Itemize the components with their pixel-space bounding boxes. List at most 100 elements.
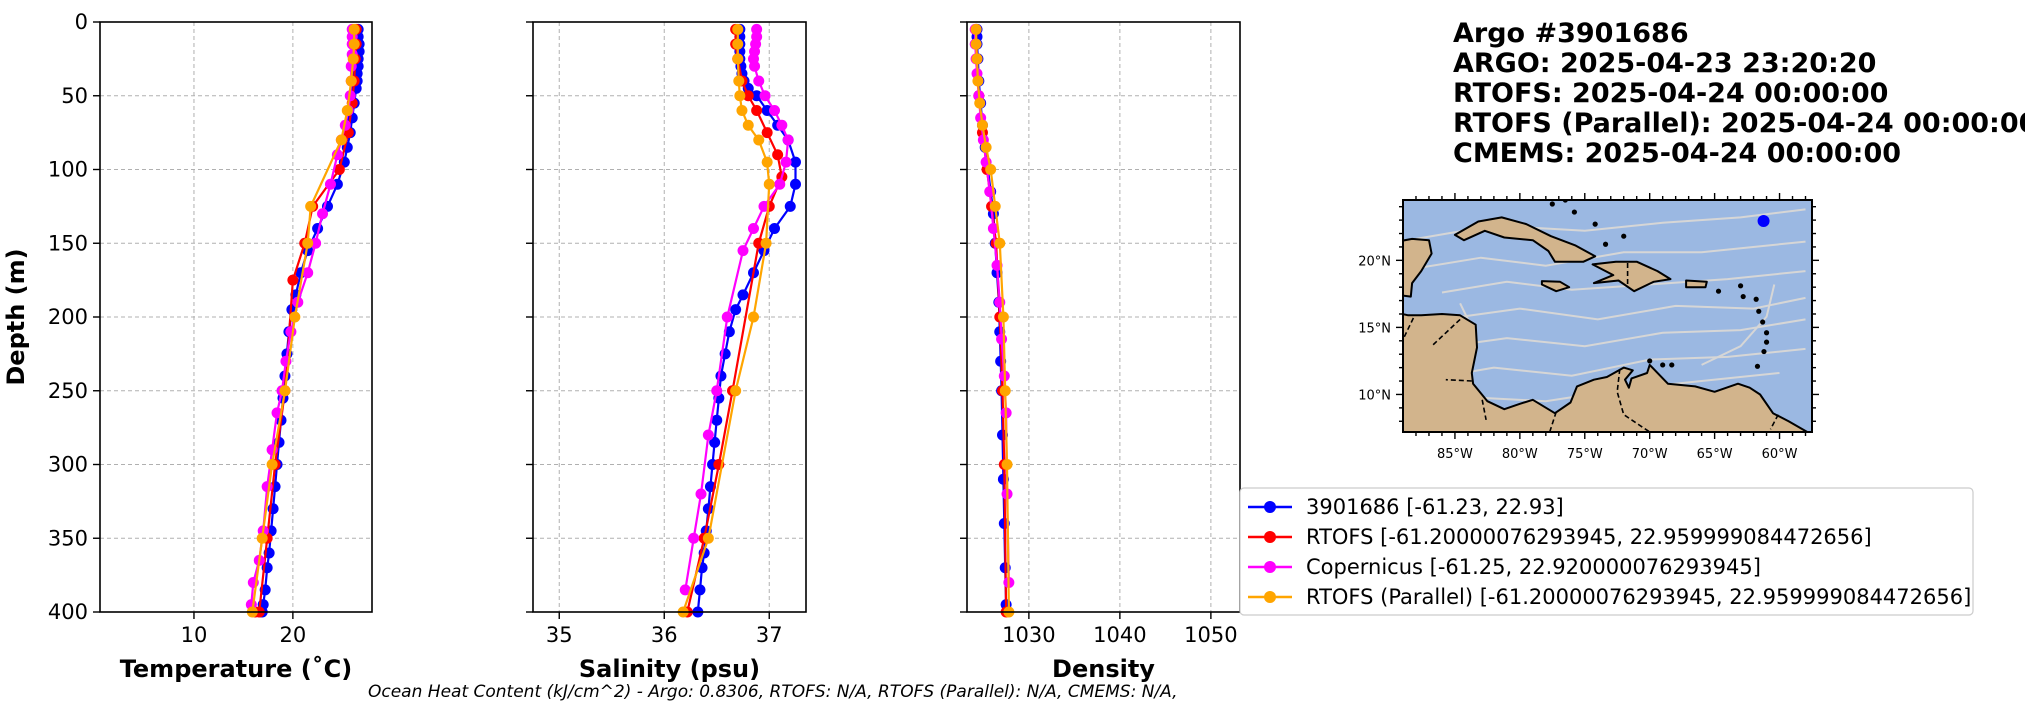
data-point: [1001, 459, 1013, 470]
data-point: [987, 223, 999, 234]
data-point: [997, 311, 1009, 323]
legend: 3901686 [-61.23, 22.93] RTOFS [-61.200000…: [1239, 487, 1974, 616]
data-point: [345, 75, 357, 87]
panel-3: 1030 1040 1050 Density: [960, 21, 1241, 683]
map-land-yucatan: [1403, 237, 1433, 298]
map-border: [1403, 317, 1415, 338]
data-point: [333, 164, 345, 175]
data-point: [302, 237, 314, 249]
map-island: [1660, 362, 1666, 368]
x-tick-label: 36: [651, 623, 678, 647]
data-point: [776, 119, 788, 131]
data-point: [730, 385, 742, 397]
y-tick-label: 50: [61, 84, 88, 108]
data-point: [702, 532, 714, 544]
map-border: [1616, 368, 1651, 432]
data-point: [976, 119, 988, 131]
x-tick-label: 35: [546, 623, 573, 647]
data-point: [347, 53, 359, 65]
legend-box: [1239, 487, 1974, 616]
header-title: Argo #3901686: [1453, 18, 1689, 49]
data-point: [751, 90, 763, 102]
data-point: [769, 105, 780, 116]
y-tick-label: 250: [48, 379, 88, 403]
map-streamline: [1441, 270, 1806, 294]
location-map: 20°N 15°N 10°N 85°W 80°W 75°W 70°W 65°W 60°W: [1358, 193, 1819, 462]
panel-1: 10 20050100150200250300350400Temperature …: [2, 10, 373, 683]
data-point: [974, 97, 986, 109]
data-point: [972, 75, 984, 87]
data-point: [261, 481, 273, 493]
map-island: [1647, 358, 1653, 364]
data-point: [985, 164, 997, 175]
x-axis-title: Salinity (psu): [579, 655, 760, 683]
map-lon-label: 75°W: [1567, 447, 1603, 462]
data-point: [748, 223, 759, 234]
map-frame: [1402, 199, 1813, 433]
map-island: [1763, 330, 1770, 336]
data-point: [748, 311, 759, 323]
data-point: [761, 156, 773, 168]
map-border: [1548, 411, 1557, 432]
data-point: [721, 311, 733, 323]
header-rtofs-parallel-time: RTOFS (Parallel): 2025-04-24 00:00:00: [1453, 108, 2025, 139]
x-tick-label: 20: [280, 623, 307, 647]
map-land-jamaica: [1540, 280, 1571, 293]
map-island: [1754, 363, 1761, 369]
data-point: [994, 237, 1006, 249]
data-point: [688, 532, 700, 544]
map-lat-label: 15°N: [1358, 321, 1391, 336]
y-tick-label: 0: [75, 10, 88, 34]
data-point: [736, 105, 748, 116]
legend-swatch-marker: [1264, 501, 1276, 513]
x-tick-label: 1030: [1002, 623, 1055, 647]
data-point: [711, 385, 723, 397]
data-point: [784, 200, 796, 212]
series-line: [686, 29, 783, 613]
y-tick-label: 200: [48, 305, 88, 329]
legend-label: RTOFS [-61.20000076293945, 22.9599990844…: [1306, 525, 1872, 549]
data-point: [790, 178, 801, 190]
y-tick-label: 150: [48, 231, 88, 255]
data-point: [733, 75, 745, 87]
series-line: [255, 29, 358, 614]
map-island: [1602, 241, 1609, 247]
data-point: [732, 38, 744, 50]
data-point: [702, 429, 714, 441]
data-point: [732, 53, 744, 65]
data-point: [302, 267, 314, 279]
data-point: [774, 178, 786, 190]
map-streamline: [1415, 347, 1806, 382]
legend-label: 3901686 [-61.23, 22.93]: [1306, 495, 1564, 519]
data-point: [324, 178, 336, 190]
map-island: [1753, 296, 1759, 302]
data-point: [758, 200, 770, 212]
data-point: [310, 237, 322, 249]
data-point: [694, 584, 706, 596]
data-point: [734, 90, 746, 102]
x-tick-label: 1050: [1184, 623, 1237, 647]
data-point: [317, 208, 329, 220]
map-lon-label: 80°W: [1502, 447, 1538, 462]
map-island: [1621, 233, 1627, 239]
data-point: [709, 436, 721, 448]
panel-2: 35 36 37 Salinity (psu): [526, 21, 807, 683]
data-point: [970, 23, 982, 35]
argo-float-marker: [1757, 215, 1770, 228]
map-lat-label: 10°N: [1358, 388, 1391, 403]
x-axis-title: Temperature (˚C): [120, 655, 353, 683]
data-point: [782, 134, 794, 146]
data-point: [772, 149, 784, 161]
series-line: [250, 29, 354, 605]
data-point: [751, 105, 763, 116]
map-lon-label: 85°W: [1437, 447, 1473, 462]
data-point: [742, 119, 754, 131]
data-point: [971, 53, 983, 65]
map-land-mainland: [1403, 313, 1810, 432]
data-point: [761, 127, 773, 139]
map-island: [1549, 201, 1555, 207]
data-point: [348, 38, 360, 50]
map-streamline: [1441, 296, 1806, 321]
data-point: [780, 156, 792, 168]
map-lon-label: 65°W: [1697, 447, 1733, 462]
